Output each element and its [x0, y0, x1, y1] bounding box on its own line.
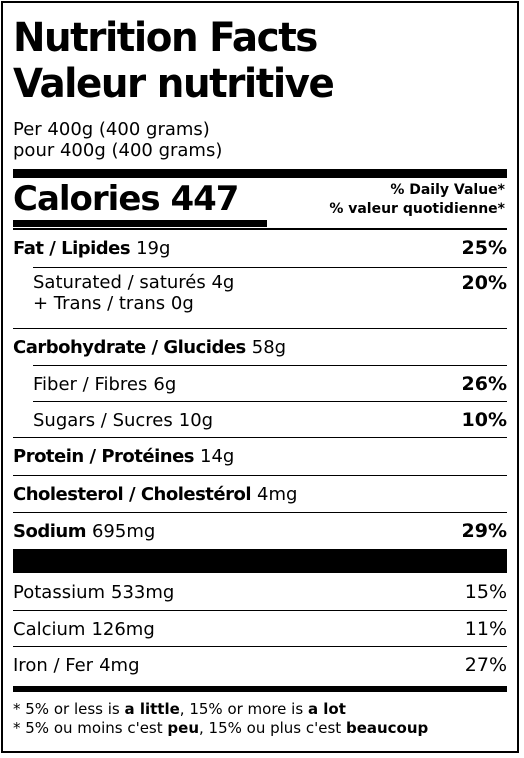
mineral-percent: 15% [464, 581, 507, 603]
nutrient-percent: 26% [461, 373, 507, 395]
mineral-percent: 27% [464, 654, 507, 676]
footnote-emphasis: a little [124, 700, 180, 718]
mineral-label: Iron / Fer [13, 654, 94, 676]
footnote-en: * 5% or less is a little, 15% or more is… [13, 700, 346, 719]
daily-value-header-en: % Daily Value* [390, 182, 505, 198]
nutrient-row-fiber: Fiber / Fibres 6g 26% [13, 366, 507, 402]
footnote-emphasis: a lot [307, 700, 346, 718]
rule-below-calories [13, 228, 507, 230]
serving-size-en: Per 400g (400 grams) [13, 119, 210, 140]
mineral-percent: 11% [464, 618, 507, 640]
nutrient-row-protein: Protein / Protéines 14g [13, 438, 507, 474]
footnote-fr: * 5% ou moins c'est peu, 15% ou plus c'e… [13, 719, 428, 738]
row-separator [13, 437, 507, 438]
nutrient-amount: 4g [211, 272, 235, 293]
calories-line: Calories 447 [13, 179, 239, 219]
nutrient-amount: 14g [200, 445, 235, 467]
saturated-trans-lines: Saturated / saturés 4g + Trans / trans 0… [33, 268, 234, 314]
nutrient-percent: 25% [461, 237, 507, 259]
nutrient-row-sodium: Sodium 695mg 29% [13, 513, 507, 549]
nutrient-row-saturated-trans: Saturated / saturés 4g + Trans / trans 0… [13, 268, 507, 316]
nutrient-amount: 0g [170, 293, 194, 314]
footnote-text: * 5% or less is [13, 700, 125, 718]
calories-underline [13, 220, 267, 227]
thick-rule-middle [13, 549, 507, 573]
mineral-row-potassium: Potassium 533mg 15% [13, 574, 507, 610]
panel-content: Nutrition Facts Valeur nutritive Per 400… [13, 3, 507, 751]
nutrient-label: Saturated / saturés [33, 272, 206, 293]
row-separator [13, 512, 507, 513]
row-separator [13, 475, 507, 476]
nutrient-label: Fat / Lipides [13, 237, 131, 259]
mineral-label: Calcium [13, 618, 86, 640]
nutrient-label: Sodium [13, 520, 86, 542]
nutrient-label: Sugars / Sucres [33, 409, 173, 431]
nutrient-label: Fiber / Fibres [33, 373, 148, 395]
thick-rule-bottom [13, 686, 507, 692]
footnote-text: * 5% ou moins c'est [13, 719, 168, 737]
nutrient-label: Protein / Protéines [13, 445, 195, 467]
calories-value: 447 [170, 179, 239, 219]
row-separator [33, 267, 507, 268]
mineral-label: Potassium [13, 581, 106, 603]
saturated-line: Saturated / saturés 4g [33, 272, 234, 293]
nutrient-percent: 20% [461, 272, 507, 294]
footnote-text: , 15% ou plus c'est [199, 719, 346, 737]
mineral-row-iron: Iron / Fer 4mg 27% [13, 647, 507, 683]
mineral-amount: 4mg [99, 654, 140, 676]
thick-rule-top [13, 169, 507, 178]
row-separator [33, 365, 507, 366]
row-separator [13, 646, 507, 647]
nutrient-row-carbohydrate: Carbohydrate / Glucides 58g [13, 329, 507, 365]
footnote-emphasis: peu [167, 719, 199, 737]
nutrient-row-sugars: Sugars / Sucres 10g 10% [13, 402, 507, 438]
nutrient-amount: 4mg [257, 483, 298, 505]
nutrient-row-fat: Fat / Lipides 19g 25% [13, 230, 507, 266]
daily-value-header-fr: % valeur quotidienne* [329, 201, 505, 217]
nutrient-percent: 10% [461, 409, 507, 431]
nutrient-amount: 6g [153, 373, 177, 395]
footnote-text: , 15% or more is [179, 700, 308, 718]
nutrient-label: Carbohydrate / Glucides [13, 336, 246, 358]
row-separator [33, 401, 507, 402]
nutrient-amount: 58g [251, 336, 287, 358]
row-separator [13, 610, 507, 611]
trans-line: + Trans / trans 0g [33, 293, 234, 314]
mineral-amount: 533mg [111, 581, 175, 603]
nutrient-amount: 10g [178, 409, 214, 431]
calories-label: Calories [13, 179, 161, 219]
nutrient-row-cholesterol: Cholesterol / Cholestérol 4mg [13, 476, 507, 512]
nutrient-label: Cholesterol / Cholestérol [13, 483, 252, 505]
daily-value-header: % Daily Value* % valeur quotidienne* [329, 181, 505, 219]
nutrient-amount: 695mg [91, 520, 156, 542]
serving-size-fr: pour 400g (400 grams) [13, 140, 223, 161]
title-fr: Valeur nutritive [13, 61, 335, 107]
title-en: Nutrition Facts [13, 15, 318, 61]
row-separator [13, 328, 507, 329]
mineral-row-calcium: Calcium 126mg 11% [13, 611, 507, 647]
nutrient-amount: 19g [136, 237, 171, 259]
nutrient-label: + Trans / trans [33, 293, 166, 314]
mineral-amount: 126mg [91, 618, 155, 640]
footnote-emphasis: beaucoup [345, 719, 429, 737]
nutrient-percent: 29% [461, 520, 507, 542]
